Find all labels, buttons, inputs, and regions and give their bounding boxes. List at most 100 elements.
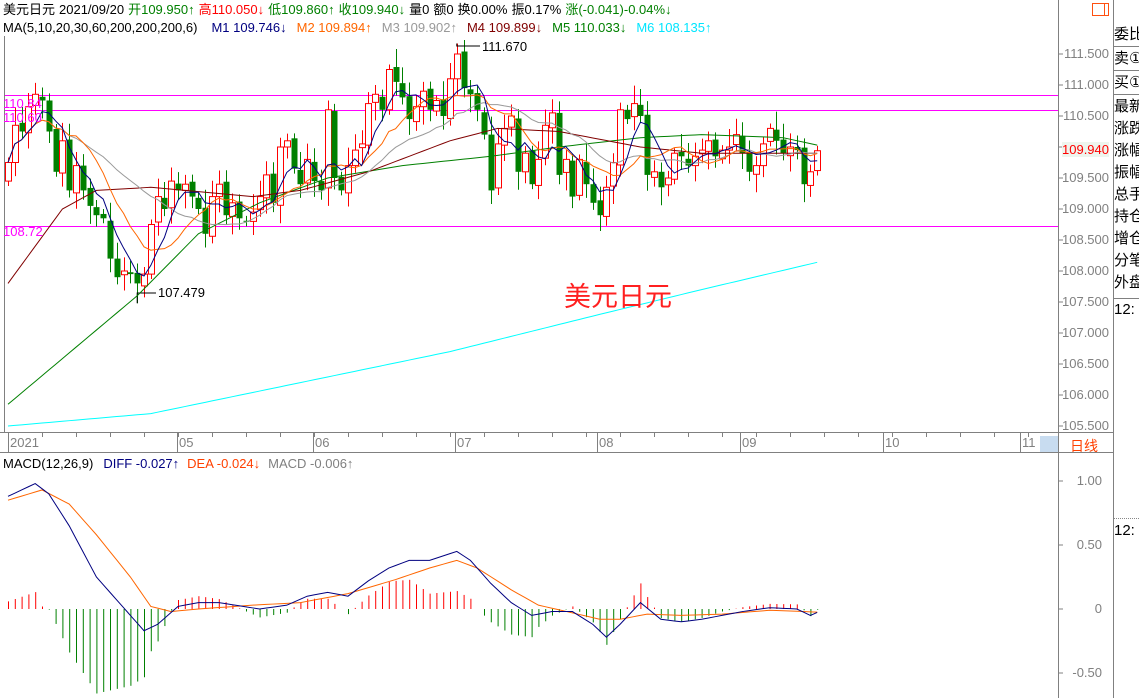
candle-up (359, 143, 366, 149)
ma-m6-line (7, 261, 818, 427)
candle-down (318, 181, 325, 191)
price-axis-label: 106.000 (1062, 387, 1109, 402)
candle-up (787, 146, 794, 157)
hline-label-110-60: 110.60 (3, 110, 42, 125)
volume: 量0 (409, 2, 430, 17)
candle-down (406, 96, 413, 120)
macd-axis-label: 0.50 (1076, 537, 1102, 552)
candle-up (325, 109, 332, 189)
low-annotation-line (136, 292, 156, 304)
candle-up (141, 273, 148, 287)
candle-up (420, 90, 427, 108)
candle-up (304, 158, 311, 184)
macd-axis-label: 1.00 (1076, 473, 1102, 488)
chart-watermark: 美元日元 (564, 282, 672, 312)
candle-up (5, 162, 12, 182)
panel-label: 总手 (1114, 186, 1139, 203)
candle-up (365, 103, 372, 146)
time-axis-label: 11 (1022, 435, 1036, 450)
candle-up (277, 146, 284, 206)
change: 涨(-0.041)-0.04%↓ (565, 2, 672, 17)
ma-m4: M4 109.899↓ (466, 20, 543, 35)
candle-down (678, 151, 685, 157)
panel-label: 涨幅 (1114, 142, 1139, 159)
candle-up (352, 149, 359, 167)
candle-up (705, 140, 712, 152)
tick-time-2: 12: (1114, 518, 1139, 542)
candle-up (501, 127, 508, 146)
open-price: 开109.950↑ (128, 2, 195, 17)
price-axis-label: 108.500 (1062, 232, 1109, 247)
candle-down (440, 99, 447, 116)
candle-down (746, 151, 753, 172)
candle-down (556, 112, 563, 175)
candle-down (195, 197, 202, 209)
price-axis-label: 106.500 (1062, 356, 1109, 371)
macd-dea-line (7, 489, 818, 620)
candle-down (46, 100, 53, 132)
macd-axis-label: -0.50 (1072, 665, 1102, 680)
candle-down (488, 134, 495, 191)
candle-up (807, 171, 814, 186)
window-layout-icon[interactable] (1092, 3, 1109, 16)
candle-up (372, 93, 379, 103)
candle-up (168, 180, 175, 209)
candle-up (495, 143, 502, 189)
candle-down (236, 201, 243, 219)
panel-label: 持仓 (1114, 208, 1139, 225)
candle-down (66, 139, 73, 191)
high-annotation-line (456, 43, 480, 47)
candle-down (107, 220, 114, 259)
panel-label: 卖① (1114, 50, 1139, 67)
hline-label-110-84: 110.84 (3, 96, 42, 111)
high-price: 高110.050↓ (198, 2, 265, 17)
hline-label-108-72: 108.72 (3, 224, 43, 239)
candle-up (59, 140, 66, 174)
candle-down (223, 181, 230, 216)
ma-m1: M1 109.746↓ (211, 20, 287, 35)
candle-down (393, 67, 400, 82)
candle-up (699, 149, 706, 155)
price-axis-label: 109.000 (1062, 201, 1109, 216)
ma-m5: M5 110.033↓ (552, 20, 627, 35)
candle-down (291, 138, 298, 169)
price-axis-label: 108.000 (1062, 263, 1109, 278)
candle-up (671, 152, 678, 180)
candle-down (637, 104, 644, 116)
price-axis-label: 107.500 (1062, 294, 1109, 309)
candle-down (379, 96, 386, 110)
candle-down (685, 158, 692, 166)
candle-down (80, 165, 87, 191)
candle-up (25, 106, 32, 134)
candle-up (651, 171, 658, 178)
candle-down (427, 88, 434, 110)
candle-down (127, 272, 134, 275)
price-axis-label: 107.000 (1062, 325, 1109, 340)
price-axis-label: 105.500 (1062, 418, 1109, 433)
period-daily-button[interactable]: 日线 (1070, 438, 1098, 454)
time-axis-label: 07 (457, 435, 472, 450)
candle-up (121, 270, 128, 276)
candle-up (155, 196, 162, 223)
candle-up (563, 158, 570, 173)
turnover: 换0.00% (457, 2, 508, 17)
candle-down (624, 109, 631, 120)
candle-up (665, 177, 672, 186)
candle-down (590, 184, 597, 203)
ma-m2: M2 109.894↑ (296, 20, 372, 35)
macd-axis-label: 0 (1094, 601, 1102, 616)
time-axis-label: 05 (179, 435, 194, 450)
time-axis-label: 2021 (10, 435, 39, 450)
macd-dea: DEA -0.024↓ (187, 456, 261, 471)
close-price: 收109.940↓ (338, 2, 406, 17)
ma-header: MA(5,10,20,30,60,200,200,200,6) M1 109.74… (3, 19, 716, 37)
panel-label: 涨跌 (1114, 120, 1139, 137)
candle-down (739, 135, 746, 154)
scroll-handle[interactable] (1040, 436, 1058, 452)
candle-up (767, 127, 774, 142)
price-axis-label: 110.500 (1062, 108, 1109, 123)
price-axis-label: 111.000 (1063, 77, 1109, 92)
ma-m5-line (7, 134, 818, 405)
